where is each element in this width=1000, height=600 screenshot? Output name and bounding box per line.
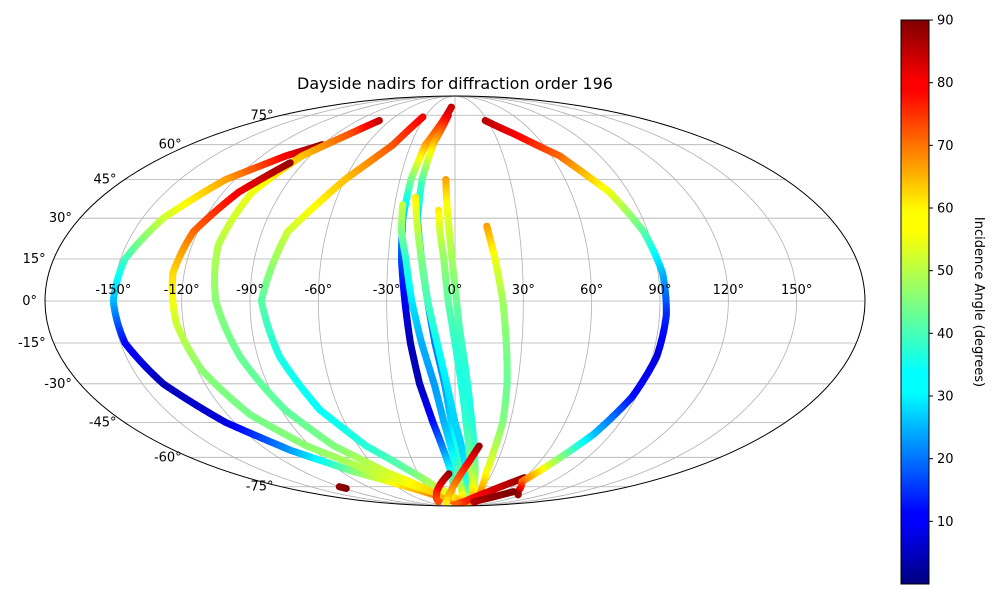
grid-meridian (317, 95, 456, 507)
longitude-tick-labels: -150° -120° -90° -60° -30° 0° 30° 60° 90° 120° 150… (95, 283, 812, 298)
latitude-tick-label: 75° (250, 108, 273, 123)
latitude-tick-label: -60° (154, 450, 182, 465)
latitude-tick-label: 45° (94, 173, 117, 188)
chart-title: Dayside nadirs for diffraction order 196 (297, 74, 613, 93)
grid-meridian (454, 95, 524, 507)
grid-meridian (454, 95, 729, 507)
grid-meridian (386, 95, 456, 507)
longitude-tick-label: -30° (373, 283, 401, 298)
colorbar-tick-label: 30 (937, 390, 954, 405)
colorbar-gradient (900, 19, 930, 585)
nadir-points (109, 103, 670, 506)
latitude-tick-label: -30° (44, 377, 72, 392)
colorbar-tick-label: 20 (937, 452, 954, 467)
latitude-tick-label: -15° (18, 336, 46, 351)
colorbar-ticks: 10 20 30 40 50 60 70 80 90 (929, 14, 954, 530)
longitude-tick-label: 150° (781, 283, 812, 298)
latitude-tick-label: -75° (246, 480, 274, 495)
grid-meridian (181, 95, 456, 507)
colorbar-tick-label: 80 (937, 76, 954, 91)
colorbar-tick-label: 10 (937, 515, 954, 530)
colorbar: 10 20 30 40 50 60 70 80 90 Incidence Angle (degr… (900, 14, 986, 585)
colorbar-tick-label: 40 (937, 327, 954, 342)
colorbar-tick-label: 60 (937, 202, 954, 217)
latitude-tick-label: 30° (49, 211, 72, 226)
nadir-point (451, 501, 459, 506)
nadir-point (434, 497, 443, 506)
longitude-tick-label: -90° (236, 283, 264, 298)
longitude-tick-label: -60° (304, 283, 332, 298)
nadir-point (509, 488, 518, 496)
longitude-tick-label: 0° (448, 283, 463, 298)
nadir-point (342, 484, 350, 493)
latitude-tick-label: -45° (89, 415, 117, 430)
latitude-tick-label: 15° (23, 252, 46, 267)
colorbar-tick-label: 50 (937, 264, 954, 279)
latitude-tick-label: 0° (22, 294, 37, 309)
colorbar-label: Incidence Angle (degrees) (971, 217, 986, 387)
grid-meridian (454, 95, 798, 507)
longitude-tick-label: -120° (164, 283, 200, 298)
longitude-tick-label: 90° (648, 283, 671, 298)
longitude-tick-label: 60° (580, 283, 603, 298)
colorbar-tick-label: 70 (937, 139, 954, 154)
longitude-tick-label: 120° (713, 283, 744, 298)
latitude-tick-label: 60° (159, 138, 182, 153)
grid-meridian (454, 95, 661, 507)
longitude-tick-label: 30° (512, 283, 535, 298)
colorbar-tick-label: 90 (937, 14, 954, 29)
longitude-tick-label: -150° (95, 283, 131, 298)
